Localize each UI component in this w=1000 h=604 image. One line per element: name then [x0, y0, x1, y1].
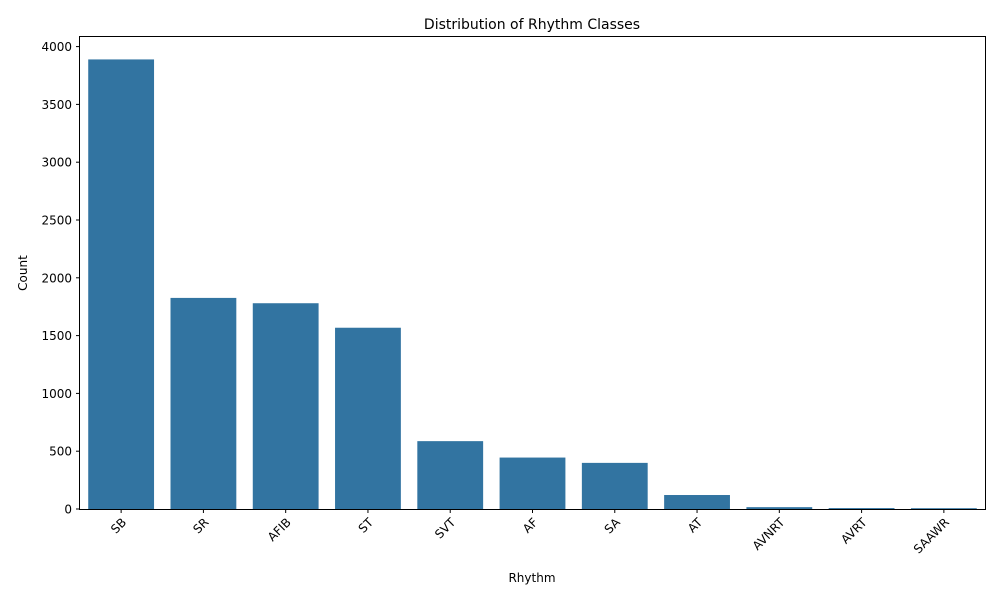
- x-tick-label-sb: SB: [108, 515, 129, 536]
- bar-af: [499, 457, 566, 509]
- bar-st: [335, 327, 401, 509]
- x-tick-label-sa: SA: [602, 515, 624, 537]
- bar-sb: [88, 59, 155, 510]
- x-tick-label-sr: SR: [190, 515, 211, 536]
- y-tick-label: 3500: [41, 98, 72, 112]
- y-tick-label: 1000: [41, 387, 72, 401]
- bar-svt: [417, 441, 484, 509]
- bar-afib: [252, 303, 319, 509]
- x-tick-label-st: ST: [356, 515, 377, 536]
- y-axis-label: Count: [16, 255, 30, 291]
- x-axis: SB SR AFIB ST SVT AF SA AT AVNRT AVRT SAAWR: [108, 509, 952, 556]
- bar-avrt: [828, 508, 895, 509]
- chart-title: Distribution of Rhythm Classes: [424, 17, 640, 33]
- y-tick-label: 2500: [41, 213, 72, 227]
- bars-layer: [88, 59, 977, 510]
- bar-sr: [170, 297, 237, 509]
- x-tick-label-at: AT: [685, 515, 706, 536]
- x-tick-label-af: AF: [520, 515, 541, 536]
- plot-frame: [79, 36, 986, 510]
- x-tick-label-svt: SVT: [432, 515, 459, 542]
- bar-saawr: [910, 508, 977, 509]
- bar-at: [664, 495, 730, 509]
- y-tick-label: 1500: [41, 329, 72, 343]
- y-tick-label: 0: [64, 503, 72, 517]
- bar-sa: [581, 462, 648, 509]
- x-tick-label-avrt: AVRT: [838, 515, 870, 547]
- x-tick-label-saawr: SAAWR: [911, 515, 952, 556]
- x-axis-label: Rhythm: [508, 571, 555, 585]
- y-tick-label: 4000: [41, 40, 72, 54]
- y-tick-label: 2000: [41, 271, 72, 285]
- x-tick-label-avnrt: AVNRT: [750, 515, 788, 553]
- y-axis: 0 500 1000 1500 2000 2500 3000 3500 4000: [41, 40, 80, 517]
- y-tick-label: 3000: [41, 156, 72, 170]
- y-tick-label: 500: [49, 445, 72, 459]
- x-tick-label-afib: AFIB: [265, 515, 294, 544]
- bar-avnrt: [746, 507, 813, 509]
